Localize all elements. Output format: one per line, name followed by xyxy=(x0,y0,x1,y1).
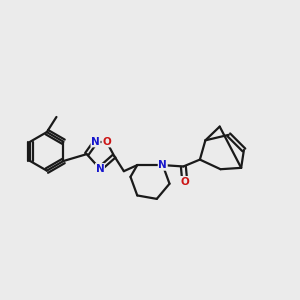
Text: N: N xyxy=(91,137,100,147)
Text: O: O xyxy=(180,177,189,187)
Text: N: N xyxy=(158,160,167,170)
Text: N: N xyxy=(95,164,104,174)
Text: O: O xyxy=(102,137,111,147)
